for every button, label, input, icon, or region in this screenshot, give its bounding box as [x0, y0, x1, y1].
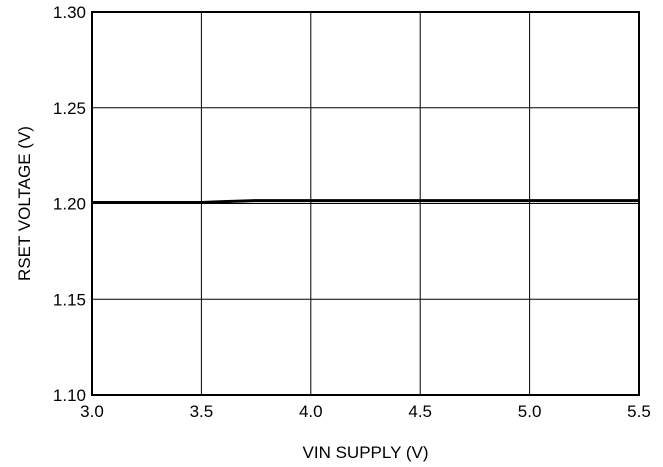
x-tick-labels: 3.0 3.5 4.0 4.5 5.0 5.5: [80, 402, 651, 421]
x-tick-label: 3.5: [190, 402, 214, 421]
x-tick-label: 4.5: [408, 402, 432, 421]
series-line: [92, 199, 639, 204]
y-tick-label: 1.25: [53, 99, 86, 118]
x-tick-label: 5.0: [518, 402, 542, 421]
plot-frame: [91, 11, 640, 396]
x-tick-label: 5.5: [627, 402, 651, 421]
series-layer: [92, 199, 639, 204]
x-tick-label: 3.0: [80, 402, 104, 421]
y-tick-label: 1.10: [53, 386, 86, 405]
y-tick-labels: 1.30 1.25 1.20 1.15 1.10: [53, 3, 86, 405]
y-tick-label: 1.20: [53, 195, 86, 214]
x-tick-label: 4.0: [299, 402, 323, 421]
y-tick-label: 1.30: [53, 3, 86, 22]
y-axis-label: RSET VOLTAGE (V): [15, 126, 34, 281]
x-axis-label: VIN SUPPLY (V): [303, 443, 429, 462]
y-tick-label: 1.15: [53, 290, 86, 309]
